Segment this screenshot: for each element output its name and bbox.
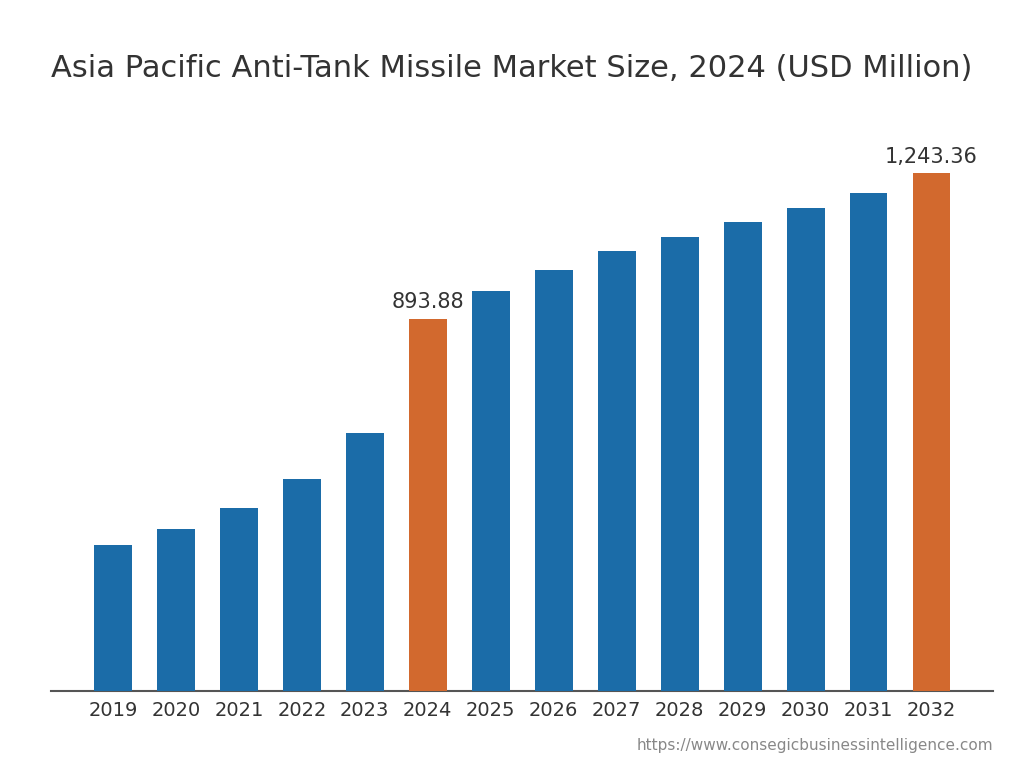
Bar [220, 508, 258, 691]
Text: Asia Pacific Anti-Tank Missile Market Size, 2024 (USD Million): Asia Pacific Anti-Tank Missile Market Si… [51, 54, 973, 83]
Bar [850, 193, 888, 691]
Bar [724, 222, 762, 691]
Text: 893.88: 893.88 [391, 293, 464, 313]
Bar [912, 173, 950, 691]
Bar [472, 291, 510, 691]
Text: https://www.consegicbusinessintelligence.com: https://www.consegicbusinessintelligence… [637, 737, 993, 753]
Bar [409, 319, 446, 691]
Bar [283, 478, 321, 691]
Bar [786, 208, 824, 691]
Bar [94, 545, 132, 691]
Bar [157, 528, 195, 691]
Bar [660, 237, 698, 691]
Bar [346, 432, 384, 691]
Bar [598, 251, 636, 691]
Text: 1,243.36: 1,243.36 [885, 147, 978, 167]
Bar [535, 270, 572, 691]
